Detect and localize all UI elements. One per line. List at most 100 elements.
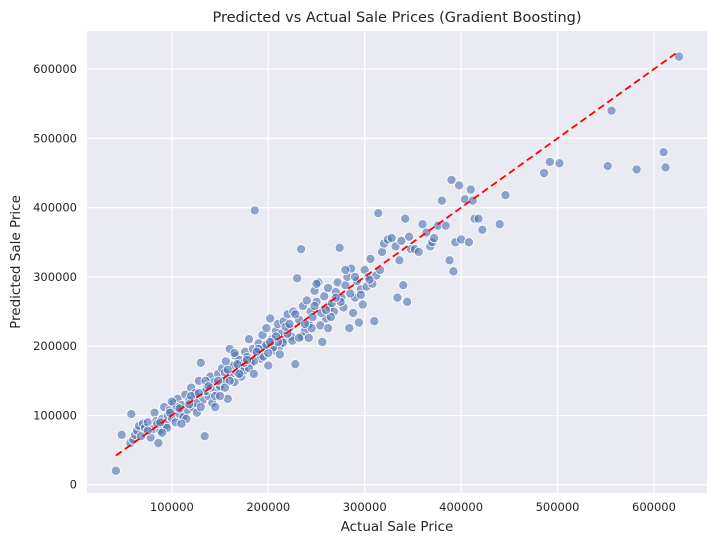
data-point <box>340 264 351 275</box>
data-point <box>417 219 428 230</box>
data-point <box>544 156 555 167</box>
data-point <box>396 235 407 246</box>
x-tick-label: 300000 <box>343 500 387 514</box>
y-tick-label: 500000 <box>33 131 77 145</box>
y-tick-labels: 0 100000 200000 300000 400000 500000 600000 <box>33 62 77 492</box>
data-point <box>345 288 356 299</box>
x-tick-label: 100000 <box>150 500 194 514</box>
data-point <box>215 391 226 402</box>
data-point <box>193 388 204 399</box>
data-point <box>292 273 303 284</box>
data-point <box>274 349 285 360</box>
data-point <box>539 167 550 178</box>
data-point <box>429 233 440 244</box>
y-tick-label: 300000 <box>33 270 77 284</box>
data-point <box>303 332 314 343</box>
data-point <box>365 253 376 264</box>
data-point <box>400 213 411 224</box>
data-point <box>494 219 505 230</box>
data-point <box>436 195 447 206</box>
data-point <box>350 271 361 282</box>
data-point <box>174 403 185 414</box>
data-point <box>155 417 166 428</box>
data-point <box>357 299 368 310</box>
data-point <box>674 51 685 62</box>
data-point <box>355 289 366 300</box>
data-point <box>402 296 413 307</box>
grid-lines <box>87 31 707 493</box>
data-point <box>301 295 312 306</box>
data-point <box>199 431 210 442</box>
data-point <box>602 161 613 172</box>
y-tick-label: 100000 <box>33 408 77 422</box>
data-points <box>110 51 685 476</box>
data-point <box>348 307 359 318</box>
data-point <box>465 184 476 195</box>
data-point <box>176 418 187 429</box>
data-point <box>232 359 243 370</box>
data-point <box>222 364 233 375</box>
data-point <box>263 360 274 371</box>
data-point <box>394 255 405 266</box>
data-point <box>554 158 565 169</box>
data-point <box>229 348 240 359</box>
data-point <box>369 316 380 327</box>
data-point <box>454 180 465 191</box>
data-point <box>334 242 345 253</box>
data-point <box>219 382 230 393</box>
data-point <box>116 429 127 440</box>
data-point <box>398 280 409 291</box>
data-point <box>323 282 334 293</box>
data-point <box>290 309 301 320</box>
data-point <box>195 357 206 368</box>
y-tick-label: 0 <box>70 478 77 492</box>
data-point <box>263 348 274 359</box>
data-point <box>296 244 307 255</box>
data-point <box>325 312 336 323</box>
data-point <box>243 334 254 345</box>
data-point <box>404 231 415 242</box>
data-point <box>477 224 488 235</box>
data-point <box>166 396 177 407</box>
data-point <box>249 205 260 216</box>
data-point <box>309 300 320 311</box>
data-point <box>444 255 455 266</box>
data-point <box>248 368 259 379</box>
x-tick-labels: 100000 200000 300000 400000 500000 600000 <box>150 500 676 514</box>
data-point <box>353 317 364 328</box>
data-point <box>606 105 617 116</box>
data-point <box>386 233 397 244</box>
data-point <box>195 402 206 413</box>
data-point <box>373 208 384 219</box>
data-point <box>210 402 221 413</box>
chart-title: Predicted vs Actual Sale Prices (Gradien… <box>212 10 581 26</box>
data-point <box>265 313 276 324</box>
data-point <box>413 246 424 257</box>
y-tick-label: 400000 <box>33 201 77 215</box>
data-point <box>473 213 484 224</box>
y-tick-label: 600000 <box>33 62 77 76</box>
data-point <box>448 266 459 277</box>
data-point <box>265 337 276 348</box>
data-point <box>261 323 272 334</box>
y-tick-label: 200000 <box>33 339 77 353</box>
data-point <box>311 278 322 289</box>
data-point <box>126 409 137 420</box>
data-point <box>446 174 457 185</box>
x-tick-label: 500000 <box>536 500 580 514</box>
data-point <box>224 375 235 386</box>
data-point <box>203 381 214 392</box>
data-point <box>631 164 642 175</box>
data-point <box>290 359 301 370</box>
data-point <box>294 332 305 343</box>
data-point <box>110 465 121 476</box>
data-point <box>142 425 153 436</box>
x-axis-label: Actual Sale Price <box>341 519 454 535</box>
data-point <box>153 438 164 449</box>
x-tick-label: 200000 <box>246 500 290 514</box>
data-point <box>157 427 168 438</box>
data-point <box>463 237 474 248</box>
data-point <box>323 323 334 334</box>
data-point <box>660 162 671 173</box>
